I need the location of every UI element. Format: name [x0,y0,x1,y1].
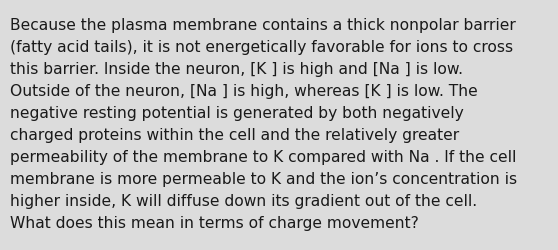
Text: Outside of the neuron, [Na ] is high, whereas [K ] is low. The: Outside of the neuron, [Na ] is high, wh… [10,84,478,98]
Text: negative resting potential is generated by both negatively: negative resting potential is generated … [10,106,464,120]
Text: higher inside, K will diffuse down its gradient out of the cell.: higher inside, K will diffuse down its g… [10,194,477,208]
Text: (fatty acid tails), it is not energetically favorable for ions to cross: (fatty acid tails), it is not energetica… [10,40,513,54]
Text: charged proteins within the cell and the relatively greater: charged proteins within the cell and the… [10,128,459,142]
Text: What does this mean in terms of charge movement?: What does this mean in terms of charge m… [10,216,419,230]
Text: Because the plasma membrane contains a thick nonpolar barrier: Because the plasma membrane contains a t… [10,18,516,32]
Text: membrane is more permeable to K and the ion’s concentration is: membrane is more permeable to K and the … [10,172,517,186]
Text: permeability of the membrane to K compared with Na . If the cell: permeability of the membrane to K compar… [10,150,516,164]
Text: this barrier. Inside the neuron, [K ] is high and [Na ] is low.: this barrier. Inside the neuron, [K ] is… [10,62,463,76]
